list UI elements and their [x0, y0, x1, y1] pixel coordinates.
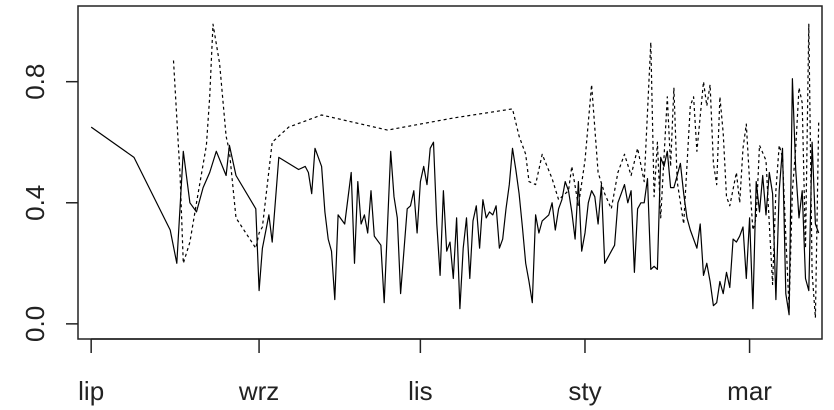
x-tick-label-3: sty: [568, 376, 601, 406]
x-tick-label-1: wrz: [238, 376, 279, 406]
x-axis: lip wrz lis sty mar: [78, 338, 772, 406]
series-line-1: [90, 78, 820, 316]
series-layer: [90, 23, 820, 319]
x-tick-label-0: lip: [78, 376, 104, 406]
y-tick-label-0: 0.0: [20, 306, 50, 342]
y-tick-label-1: 0.4: [20, 185, 50, 221]
y-tick-label-2: 0.8: [20, 64, 50, 100]
y-axis: 0.0 0.4 0.8: [20, 64, 78, 342]
x-tick-label-4: mar: [727, 376, 772, 406]
x-tick-label-2: lis: [408, 376, 433, 406]
series-line-2: [172, 23, 820, 319]
plot-frame: [77, 5, 823, 340]
